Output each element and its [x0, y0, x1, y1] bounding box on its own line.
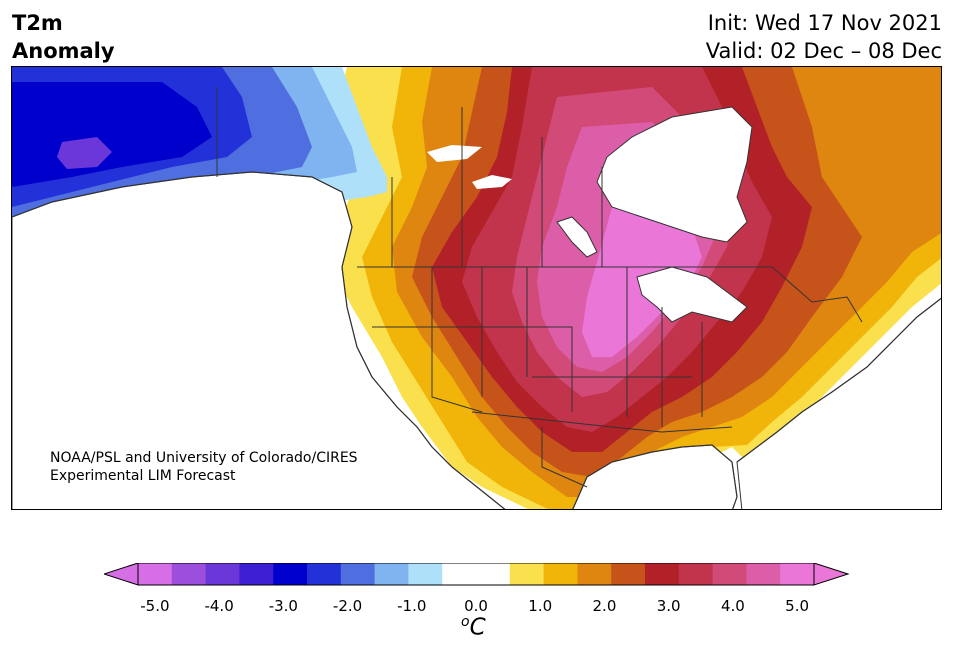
colorbar-segment: [442, 563, 477, 585]
anomaly-fill-indigo: [57, 137, 112, 169]
colorbar-segment: [239, 563, 274, 585]
colorbar-segment: [712, 563, 747, 585]
credit-line-2: Experimental LIM Forecast: [50, 468, 236, 484]
colorbar-max-extension: [813, 563, 850, 586]
colorbar-unit: oC: [461, 614, 486, 641]
coastlines: [12, 171, 941, 509]
great-lakes: [636, 266, 748, 323]
colorbar-segment: [374, 563, 409, 585]
colorbar-tick-label: -1.0: [397, 597, 427, 615]
colorbar-tick-label: -2.0: [332, 597, 363, 615]
political-borders: [216, 87, 863, 488]
colorbar-tick-label: 0.0: [464, 597, 488, 615]
colorbar-min-extension: [104, 563, 139, 586]
colorbar-segment: [678, 563, 714, 585]
colorbar-segment: [543, 563, 578, 585]
colorbar-tick-label: 3.0: [656, 597, 681, 615]
title-line-1: T2m: [12, 11, 63, 35]
credit-text: NOAA/PSL and University of Colorado/CIRE…: [50, 449, 358, 485]
colorbar-segment: [746, 563, 781, 585]
colorbar-outline: [137, 563, 815, 586]
colorbar-tick-label: -5.0: [140, 597, 170, 615]
colorbar-segment: [273, 563, 308, 585]
colorbar-segment: [138, 563, 173, 585]
colorbar-segments: [138, 563, 815, 585]
init-date: Init: Wed 17 Nov 2021: [707, 11, 942, 35]
title-line-2: Anomaly: [12, 39, 115, 63]
map-canvas: [12, 67, 941, 509]
great-bear-lake: [427, 145, 482, 162]
forecast-dates: Init: Wed 17 Nov 2021 Valid: 02 Dec – 08…: [706, 9, 942, 65]
lake-winnipeg: [556, 216, 598, 258]
colorbar: [104, 563, 850, 586]
colorbar-segment: [205, 563, 240, 585]
colorbar-tick-label: 1.0: [528, 597, 553, 615]
colorbar-segment: [509, 563, 545, 585]
unit-label: C: [469, 614, 486, 641]
unit-degree: o: [461, 614, 470, 630]
colorbar-ticks: -5.0 -4.0 -3.0 -2.0 -1.0 0.0 1.0 2.0 3.0 4.0 5.0: [0, 597, 953, 617]
credit-line-1: NOAA/PSL and University of Colorado/CIRE…: [50, 450, 358, 466]
colorbar-segment: [645, 563, 680, 585]
colorbar-tick-label: -4.0: [204, 597, 234, 615]
colorbar-segment: [408, 563, 443, 585]
colorbar-segment: [780, 563, 815, 585]
great-slave-lake: [472, 175, 512, 189]
map-title: T2m Anomaly: [12, 9, 115, 65]
colorbar-segment: [307, 563, 342, 585]
colorbar-segment: [340, 563, 376, 585]
colorbar-segment: [476, 563, 511, 585]
hudson-bay: [596, 106, 753, 243]
colorbar-tick-label: 4.0: [720, 597, 745, 615]
colorbar-tick-label: 5.0: [785, 597, 810, 615]
anomaly-map: NOAA/PSL and University of Colorado/CIRE…: [11, 66, 942, 510]
valid-dates: Valid: 02 Dec – 08 Dec: [705, 39, 942, 63]
colorbar-segment: [171, 563, 207, 585]
colorbar-segment: [577, 563, 612, 585]
colorbar-tick-label: 2.0: [592, 597, 617, 615]
colorbar-tick-label: -3.0: [268, 597, 298, 615]
colorbar-segment: [611, 563, 646, 585]
